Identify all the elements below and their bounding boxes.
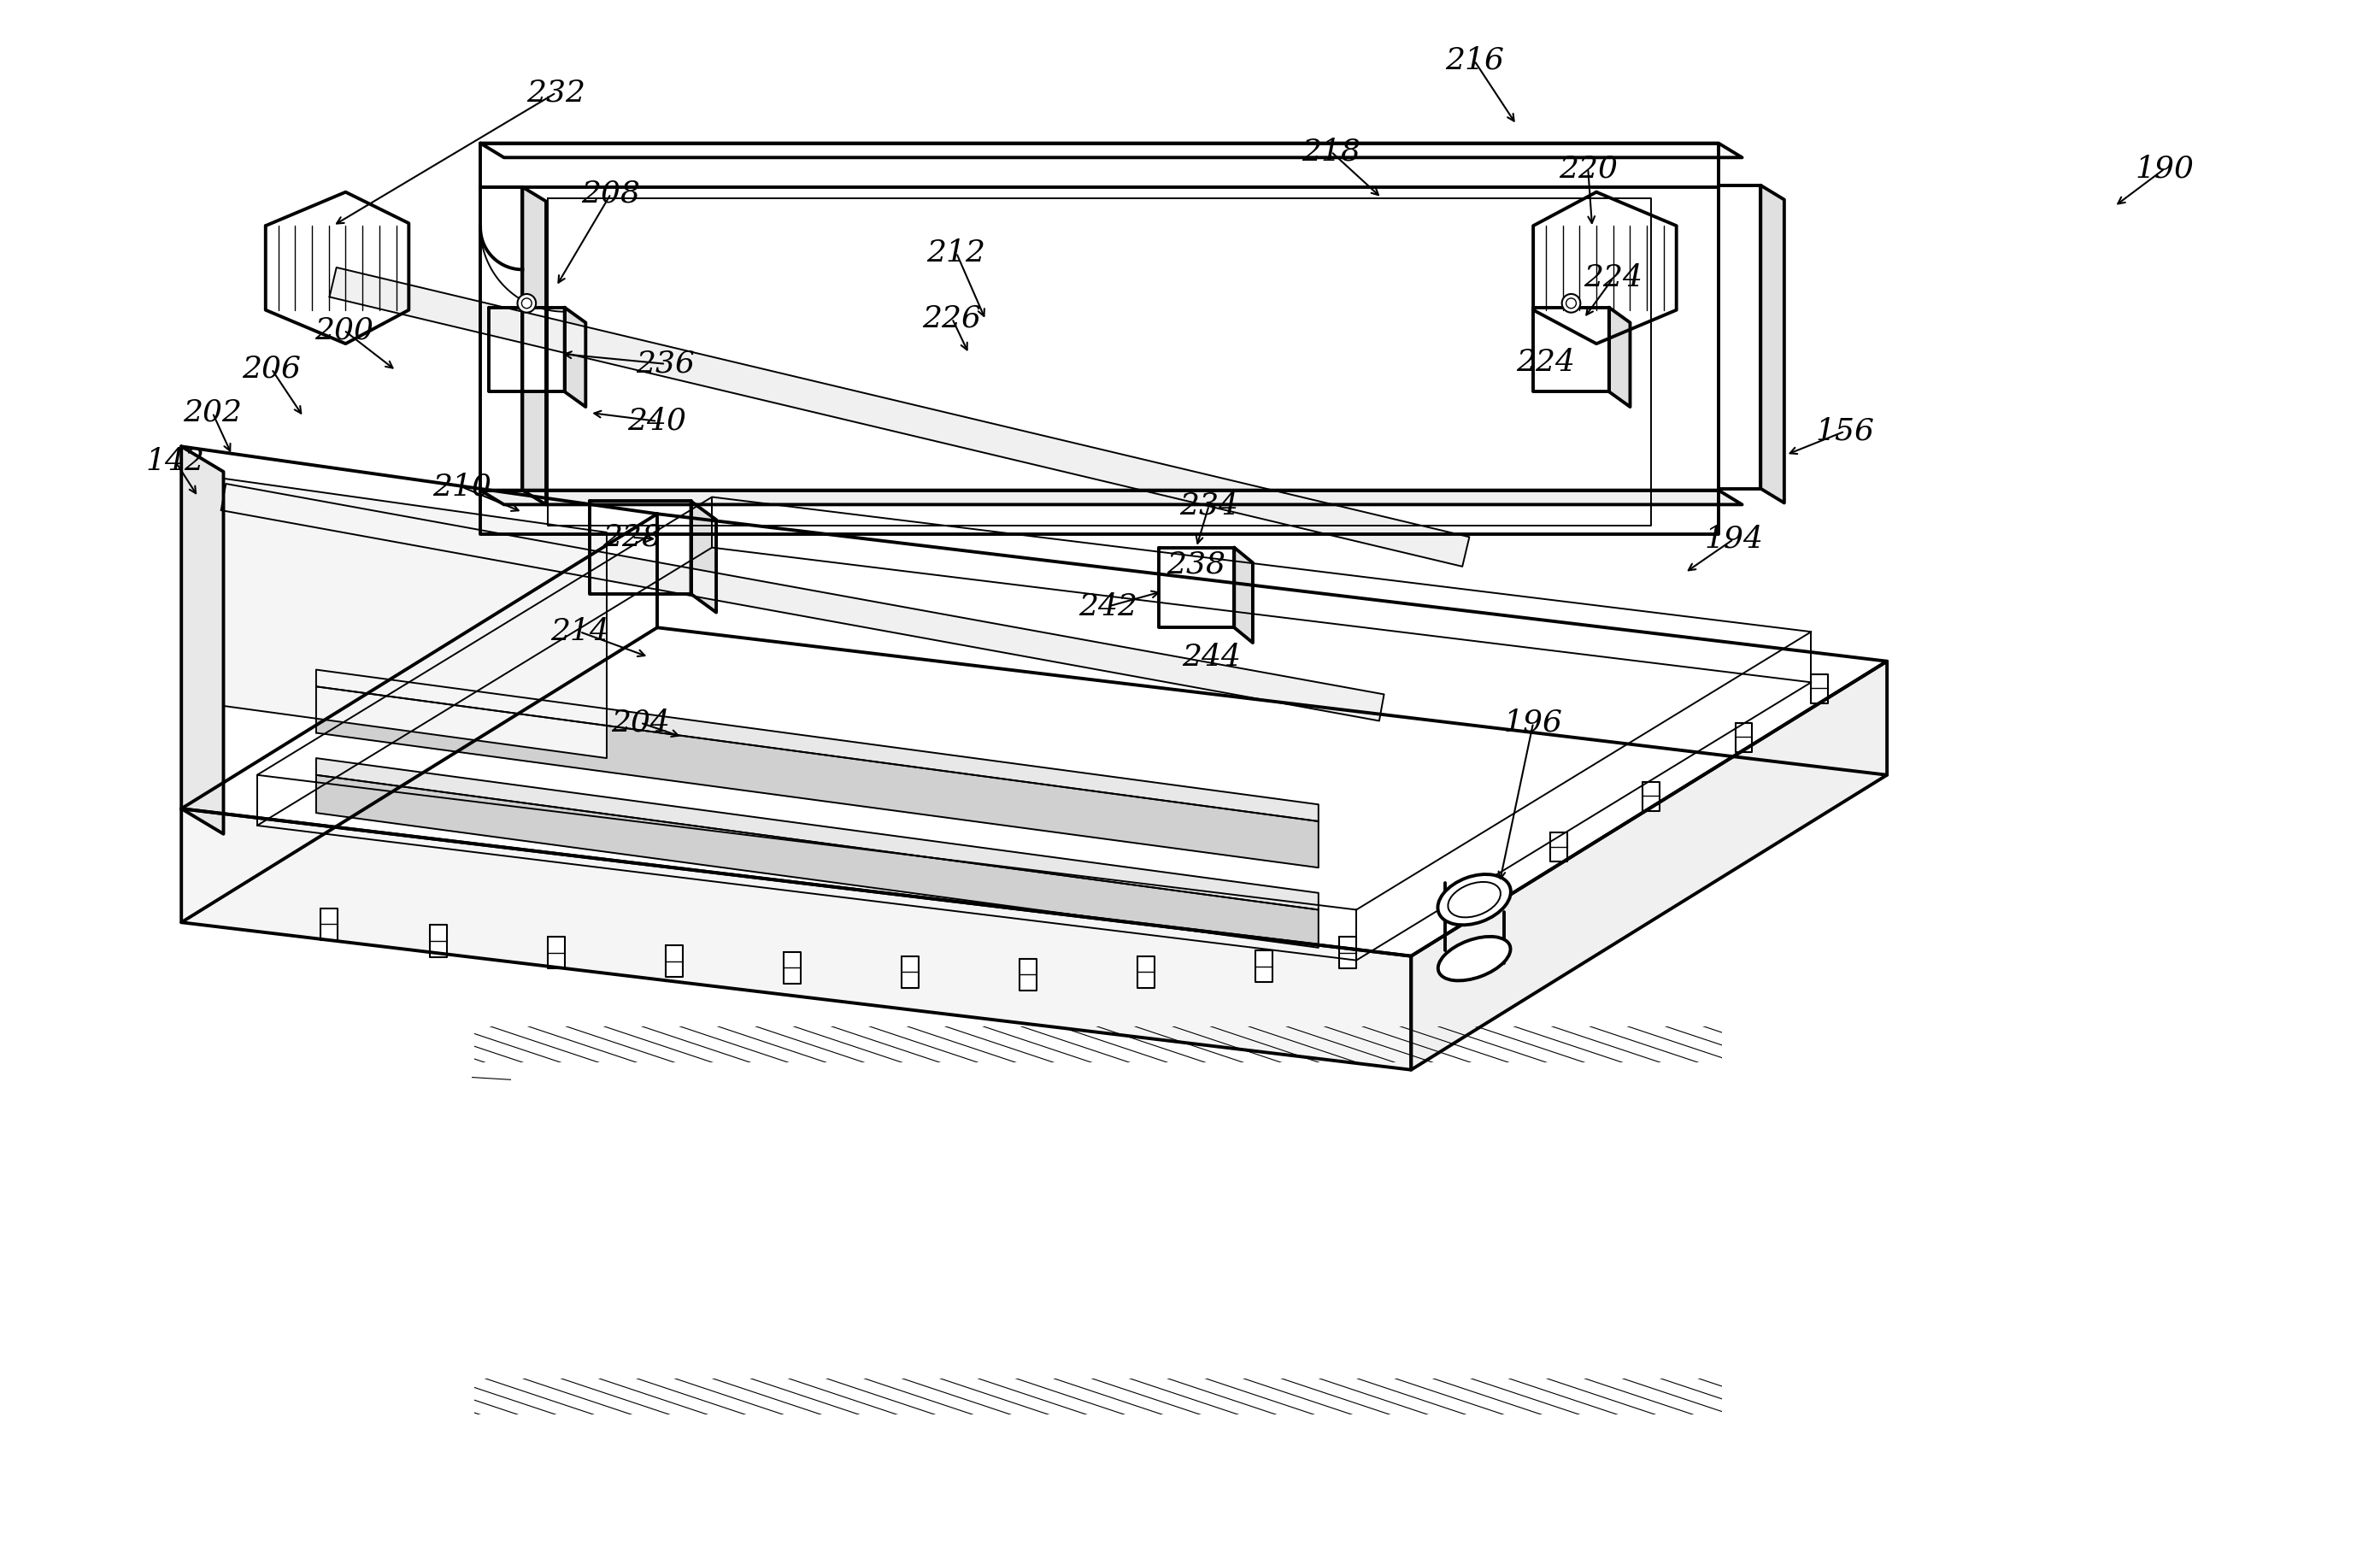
Ellipse shape (516, 294, 536, 313)
Text: 236: 236 (635, 349, 695, 378)
Text: 200: 200 (314, 316, 374, 344)
Text: 194: 194 (1704, 524, 1764, 554)
Polygon shape (181, 809, 1411, 1070)
Polygon shape (481, 490, 1718, 533)
Polygon shape (1533, 192, 1676, 344)
Polygon shape (547, 937, 564, 968)
Polygon shape (1138, 956, 1154, 988)
Polygon shape (564, 308, 585, 407)
Polygon shape (317, 669, 1319, 821)
Text: 156: 156 (1816, 416, 1875, 446)
Text: 234: 234 (1180, 491, 1238, 519)
Text: 216: 216 (1445, 45, 1504, 75)
Polygon shape (524, 188, 545, 505)
Polygon shape (1549, 832, 1566, 862)
Text: 224: 224 (1583, 263, 1642, 292)
Text: 238: 238 (1166, 551, 1226, 579)
Polygon shape (902, 956, 919, 988)
Polygon shape (317, 759, 1319, 910)
Polygon shape (1254, 951, 1273, 982)
Polygon shape (488, 308, 564, 391)
Polygon shape (1811, 674, 1828, 704)
Text: 142: 142 (145, 447, 205, 475)
Text: 208: 208 (581, 180, 640, 208)
Polygon shape (221, 483, 1385, 721)
Text: 242: 242 (1078, 591, 1138, 621)
Polygon shape (666, 945, 683, 978)
Polygon shape (1019, 959, 1035, 990)
Polygon shape (1340, 937, 1357, 968)
Polygon shape (1718, 185, 1761, 488)
Text: 218: 218 (1302, 138, 1361, 166)
Polygon shape (1642, 782, 1659, 812)
Polygon shape (481, 144, 1718, 188)
Polygon shape (481, 490, 1742, 505)
Text: 220: 220 (1559, 153, 1618, 183)
Ellipse shape (1438, 874, 1511, 924)
Text: 226: 226 (923, 303, 981, 333)
Polygon shape (181, 446, 224, 834)
Polygon shape (1235, 547, 1252, 643)
Text: 244: 244 (1183, 643, 1240, 671)
Polygon shape (1761, 185, 1785, 504)
Polygon shape (1411, 662, 1887, 1070)
Text: 206: 206 (243, 355, 300, 383)
Text: 228: 228 (602, 522, 662, 552)
Polygon shape (1735, 723, 1752, 752)
Text: 224: 224 (1516, 347, 1576, 377)
Polygon shape (224, 479, 607, 759)
Polygon shape (328, 267, 1468, 566)
Polygon shape (1159, 547, 1235, 627)
Polygon shape (317, 776, 1319, 948)
Text: 190: 190 (2135, 153, 2194, 183)
Polygon shape (321, 909, 338, 940)
Polygon shape (481, 188, 524, 490)
Text: 196: 196 (1504, 708, 1564, 737)
Polygon shape (590, 500, 690, 594)
Text: 240: 240 (628, 407, 688, 436)
Ellipse shape (1438, 937, 1511, 981)
Polygon shape (431, 924, 447, 957)
Polygon shape (783, 952, 800, 984)
Polygon shape (267, 192, 409, 344)
Text: 210: 210 (433, 472, 490, 502)
Polygon shape (1533, 308, 1609, 391)
Text: 202: 202 (183, 399, 243, 427)
Ellipse shape (1561, 294, 1580, 313)
Text: 204: 204 (612, 708, 669, 737)
Text: 212: 212 (926, 238, 985, 267)
Polygon shape (1609, 308, 1630, 407)
Text: 232: 232 (526, 78, 585, 108)
Polygon shape (1457, 882, 1473, 912)
Text: 214: 214 (550, 618, 609, 646)
Polygon shape (317, 687, 1319, 868)
Polygon shape (690, 500, 716, 613)
Polygon shape (481, 144, 1742, 158)
